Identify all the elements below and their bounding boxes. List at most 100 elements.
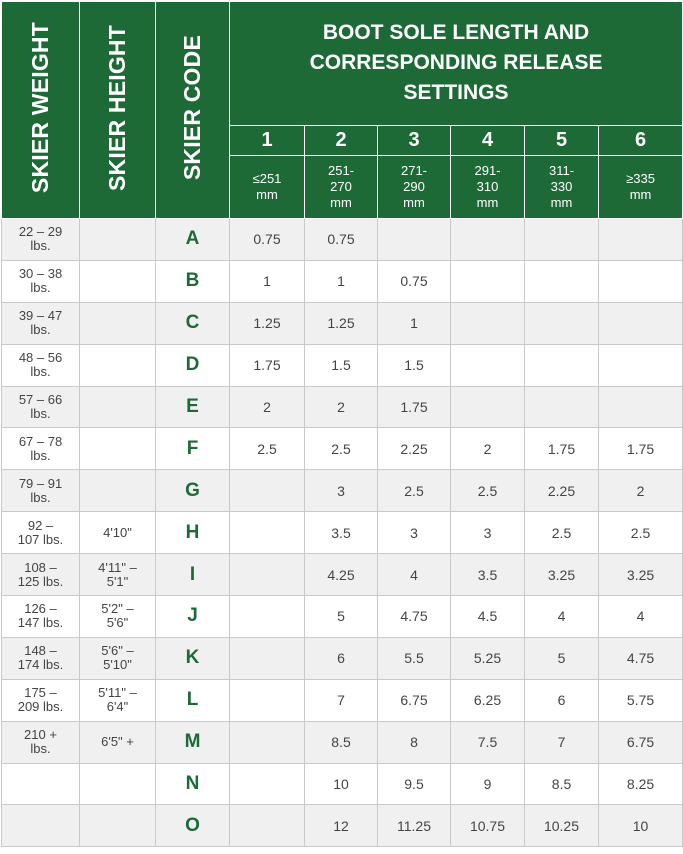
release-setting-cell (597, 218, 683, 261)
sole-length-range: 311- 330 mm (524, 154, 599, 220)
skier-height-cell: 5'6" – 5'10" (79, 636, 156, 680)
release-setting-cell: 1 (229, 259, 305, 303)
release-setting-cell (597, 259, 683, 303)
release-setting-cell: 1.75 (229, 343, 305, 387)
release-setting-cell: 0.75 (377, 259, 451, 303)
release-setting-cell (229, 636, 305, 680)
skier-code-cell: G (155, 469, 230, 513)
release-setting-cell (597, 385, 683, 429)
release-setting-cell: 2.25 (524, 469, 599, 513)
table-row: 22 – 29 lbs. A 0.75 0.75 (1, 218, 683, 261)
release-setting-cell: 4.25 (304, 553, 378, 597)
release-setting-cell: 6.75 (597, 720, 683, 764)
skier-code-cell: L (155, 678, 230, 722)
release-setting-cell: 10.75 (450, 804, 525, 848)
skier-weight-cell: 92 – 107 lbs. (1, 511, 80, 555)
table-row: 92 – 107 lbs. 4'10" H 3.5 3 3 2.5 2.5 (1, 511, 683, 555)
release-setting-cell: 2 (304, 385, 378, 429)
release-setting-cell: 2.5 (450, 469, 525, 513)
release-setting-cell (597, 301, 683, 345)
table-row: 108 – 125 lbs. 4'11" – 5'1" I 4.25 4 3.5 3.25 3… (1, 553, 683, 597)
release-setting-cell: 1.75 (597, 427, 683, 471)
release-setting-cell (229, 720, 305, 764)
table-row: 30 – 38 lbs. B 1 1 0.75 (1, 259, 683, 303)
skier-code-cell: K (155, 636, 230, 680)
skier-weight-cell (1, 762, 80, 806)
release-setting-cell: 4.5 (450, 595, 525, 638)
release-setting-cell: 2.25 (377, 427, 451, 471)
release-setting-cell: 4 (597, 595, 683, 638)
sole-length-range: 271- 290 mm (377, 154, 451, 220)
skier-code-cell: N (155, 762, 230, 806)
release-setting-cell: 6.75 (377, 678, 451, 722)
release-setting-cell: 9.5 (377, 762, 451, 806)
skier-height-cell (79, 385, 156, 429)
release-setting-cell: 1.75 (524, 427, 599, 471)
sole-length-range: 251- 270 mm (304, 154, 378, 220)
sole-column-number: 4 (450, 124, 525, 156)
skier-code-cell: O (155, 804, 230, 848)
release-setting-cell: 3.25 (597, 553, 683, 597)
table-row: 210 + lbs. 6'5" + M 8.5 8 7.5 7 6.75 (1, 720, 683, 764)
release-setting-cell: 1 (377, 301, 451, 345)
release-setting-cell (450, 218, 525, 261)
release-setting-cell (450, 259, 525, 303)
sole-column-number: 1 (229, 124, 305, 156)
skier-weight-cell: 67 – 78 lbs. (1, 427, 80, 471)
skier-code-cell: H (155, 511, 230, 555)
skier-height-cell (79, 762, 156, 806)
sole-column-number: 5 (524, 124, 599, 156)
skier-code-cell: M (155, 720, 230, 764)
release-setting-cell: 4.75 (597, 636, 683, 680)
table-row: 57 – 66 lbs. E 2 2 1.75 (1, 385, 683, 429)
release-setting-cell: 1.75 (377, 385, 451, 429)
release-setting-cell: 2.5 (597, 511, 683, 555)
skier-weight-cell: 175 – 209 lbs. (1, 678, 80, 722)
skier-code-cell: A (155, 218, 230, 261)
release-setting-cell: 11.25 (377, 804, 451, 848)
release-setting-cell: 10 (304, 762, 378, 806)
release-setting-cell: 0.75 (304, 218, 378, 261)
release-setting-cell: 8 (377, 720, 451, 764)
table-row: 48 – 56 lbs. D 1.75 1.5 1.5 (1, 343, 683, 387)
skier-code-cell: F (155, 427, 230, 471)
skier-weight-cell: 210 + lbs. (1, 720, 80, 764)
release-setting-cell: 8.5 (304, 720, 378, 764)
release-setting-cell: 1.5 (304, 343, 378, 387)
release-setting-cell (229, 511, 305, 555)
skier-weight-cell: 30 – 38 lbs. (1, 259, 80, 303)
sole-length-range: 291- 310 mm (450, 154, 525, 220)
skier-weight-cell: 48 – 56 lbs. (1, 343, 80, 387)
skier-weight-cell: 39 – 47 lbs. (1, 301, 80, 345)
release-setting-cell: 5 (524, 636, 599, 680)
skier-weight-cell: 22 – 29 lbs. (1, 218, 80, 261)
release-setting-cell: 6 (304, 636, 378, 680)
table-row: 79 – 91 lbs. G 3 2.5 2.5 2.25 2 (1, 469, 683, 513)
release-setting-cell: 3 (304, 469, 378, 513)
release-setting-cell (450, 301, 525, 345)
table-row: 39 – 47 lbs. C 1.25 1.25 1 (1, 301, 683, 345)
skier-weight-header: SKIER WEIGHT (1, 1, 80, 219)
release-setting-cell: 4 (377, 553, 451, 597)
skier-height-cell: 6'5" + (79, 720, 156, 764)
skier-height-cell (79, 301, 156, 345)
sole-column-number: 2 (304, 124, 378, 156)
release-setting-cell (524, 301, 599, 345)
release-setting-cell (524, 218, 599, 261)
release-setting-cell: 8.25 (597, 762, 683, 806)
release-setting-cell: 2 (229, 385, 305, 429)
release-setting-cell: 1.5 (377, 343, 451, 387)
release-setting-cell (229, 678, 305, 722)
skier-height-cell (79, 469, 156, 513)
release-setting-cell (450, 385, 525, 429)
skier-height-cell: 4'10" (79, 511, 156, 555)
skier-weight-cell (1, 804, 80, 848)
release-setting-cell: 7 (524, 720, 599, 764)
release-setting-cell (377, 218, 451, 261)
release-setting-cell (524, 343, 599, 387)
release-setting-cell (229, 469, 305, 513)
release-setting-cell: 5.5 (377, 636, 451, 680)
release-setting-cell: 3.5 (450, 553, 525, 597)
release-setting-cell: 6.25 (450, 678, 525, 722)
